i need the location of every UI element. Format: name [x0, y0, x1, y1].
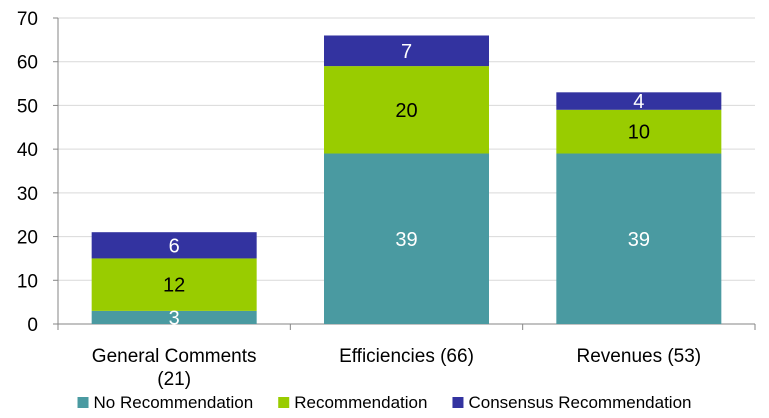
y-tick-label: 60 — [17, 53, 38, 74]
bar-segment — [324, 35, 489, 67]
bar-segment — [556, 153, 722, 324]
data-label: 10 — [628, 122, 650, 144]
bar-segment — [324, 153, 489, 324]
bar-segment — [91, 232, 257, 259]
legend-swatch — [278, 397, 290, 408]
legend-swatch — [452, 397, 464, 408]
bar-segment — [556, 92, 722, 110]
x-tick-label: General Comments — [92, 346, 257, 367]
data-label: 4 — [633, 91, 644, 113]
data-labels: 3 12 6 39 20 7 39 10 4 — [163, 41, 650, 330]
data-label: 12 — [163, 275, 185, 297]
bar-segment — [91, 310, 257, 324]
y-tick-label: 70 — [17, 9, 38, 30]
legend: No Recommendation Recommendation Consensus… — [77, 393, 691, 412]
y-tick-label: 10 — [17, 271, 38, 292]
bar-segment — [324, 66, 489, 154]
bars — [91, 35, 722, 324]
y-tick-label: 0 — [27, 315, 38, 336]
data-label: 7 — [401, 41, 412, 63]
data-label: 20 — [395, 100, 417, 122]
legend-item-label: Recommendation — [294, 393, 427, 412]
bar-segment — [556, 109, 722, 154]
y-tick-label: 20 — [17, 228, 38, 249]
legend-item-label: Consensus Recommendation — [468, 393, 691, 412]
data-label: 6 — [169, 235, 180, 257]
x-tick-label: (21) — [157, 369, 191, 390]
data-label: 3 — [169, 307, 180, 329]
bar-segment — [91, 258, 257, 311]
y-tick-label: 40 — [17, 140, 38, 161]
data-label: 39 — [628, 229, 650, 251]
x-tick-label: Efficiencies (66) — [339, 346, 474, 367]
y-tick-label: 50 — [17, 96, 38, 117]
legend-item-label: No Recommendation — [94, 393, 254, 412]
legend-swatch — [77, 397, 89, 408]
y-tick-label: 30 — [17, 184, 38, 205]
data-label: 39 — [395, 229, 417, 251]
x-tick-label: Revenues (53) — [577, 346, 702, 367]
